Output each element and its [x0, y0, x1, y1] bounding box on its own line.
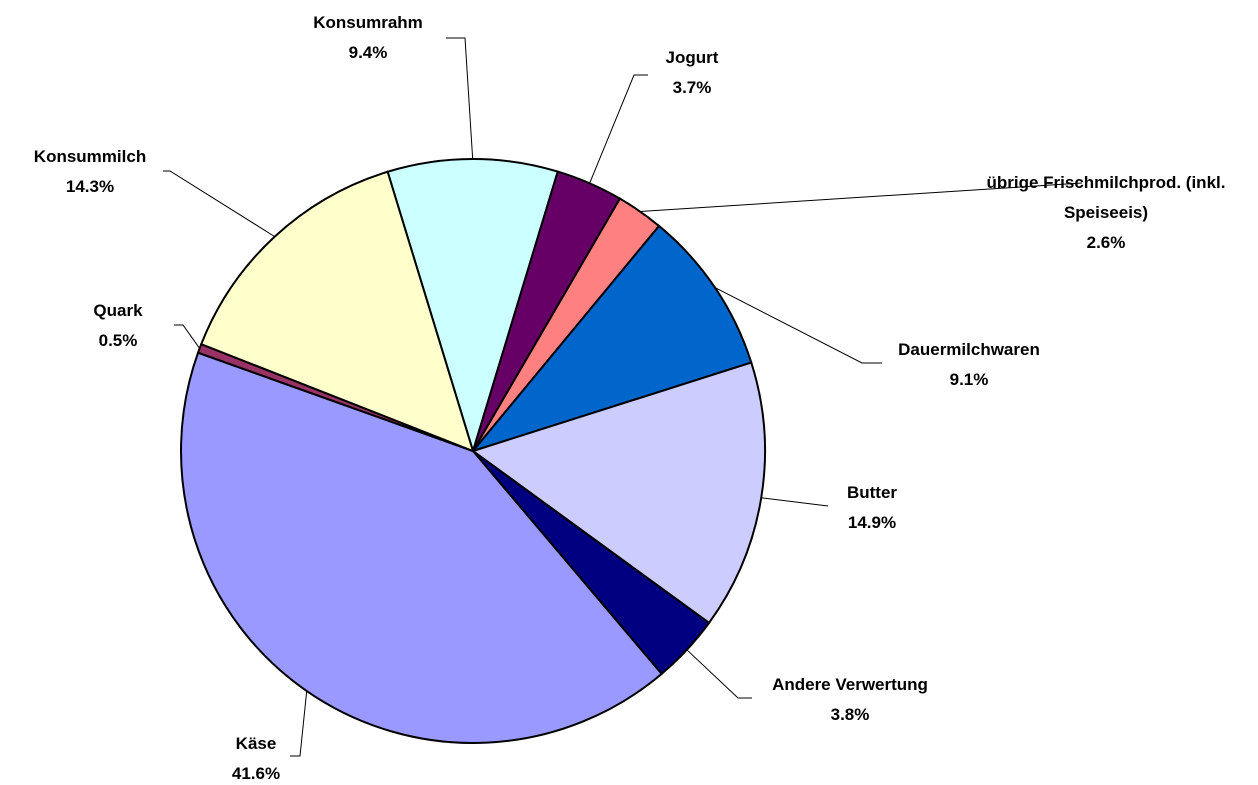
slice-label: Dauermilchwaren 9.1% [849, 335, 1089, 395]
slice-label: Jogurt 3.7% [572, 43, 812, 103]
slice-label: Konsumrahm 9.4% [248, 8, 488, 68]
leader-line [163, 170, 275, 238]
leader-line [686, 649, 752, 699]
slice-name: Käse [235, 734, 277, 753]
slice-percent: 9.1% [949, 370, 989, 389]
slice-label: Andere Verwertung 3.8% [730, 670, 970, 730]
slice-label: Konsummilch 14.3% [0, 142, 210, 202]
pie-slice [386, 158, 560, 455]
slice-name: Dauermilchwaren [898, 340, 1040, 359]
pie-slice [199, 170, 475, 453]
slice-percent: 3.8% [830, 705, 870, 724]
slice-label: Butter 14.9% [752, 478, 992, 538]
slice-name: Konsummilch [33, 147, 147, 166]
slice-percent: 0.5% [98, 331, 138, 350]
leader-line [446, 37, 474, 160]
slice-label: Käse 41.6% [136, 729, 376, 785]
slice-percent: 3.7% [672, 78, 712, 97]
slice-percent: 14.3% [65, 177, 115, 196]
leader-line [640, 182, 1083, 212]
slice-name: übrige Frischmilchprod. (inkl. Speiseeis… [986, 173, 1226, 222]
slice-percent: 2.6% [1086, 233, 1126, 252]
slice-name: Jogurt [665, 48, 719, 67]
slice-name: Quark [93, 301, 143, 320]
pie-slice [470, 361, 766, 625]
pie-slice [470, 224, 753, 453]
slice-label: Quark 0.5% [0, 296, 238, 356]
leader-line [589, 74, 648, 184]
slice-percent: 9.4% [348, 43, 388, 62]
slice-name: Konsumrahm [313, 13, 423, 32]
slice-name: Andere Verwertung [772, 675, 928, 694]
slice-name: Butter [846, 483, 898, 502]
leader-line [761, 497, 829, 507]
slice-percent: 14.9% [847, 513, 897, 532]
leader-line [714, 287, 882, 364]
slice-label: übrige Frischmilchprod. (inkl. Speiseeis… [966, 168, 1246, 258]
leader-line [290, 690, 308, 757]
leader-line [174, 324, 201, 349]
slice-percent: 41.6% [231, 764, 281, 783]
